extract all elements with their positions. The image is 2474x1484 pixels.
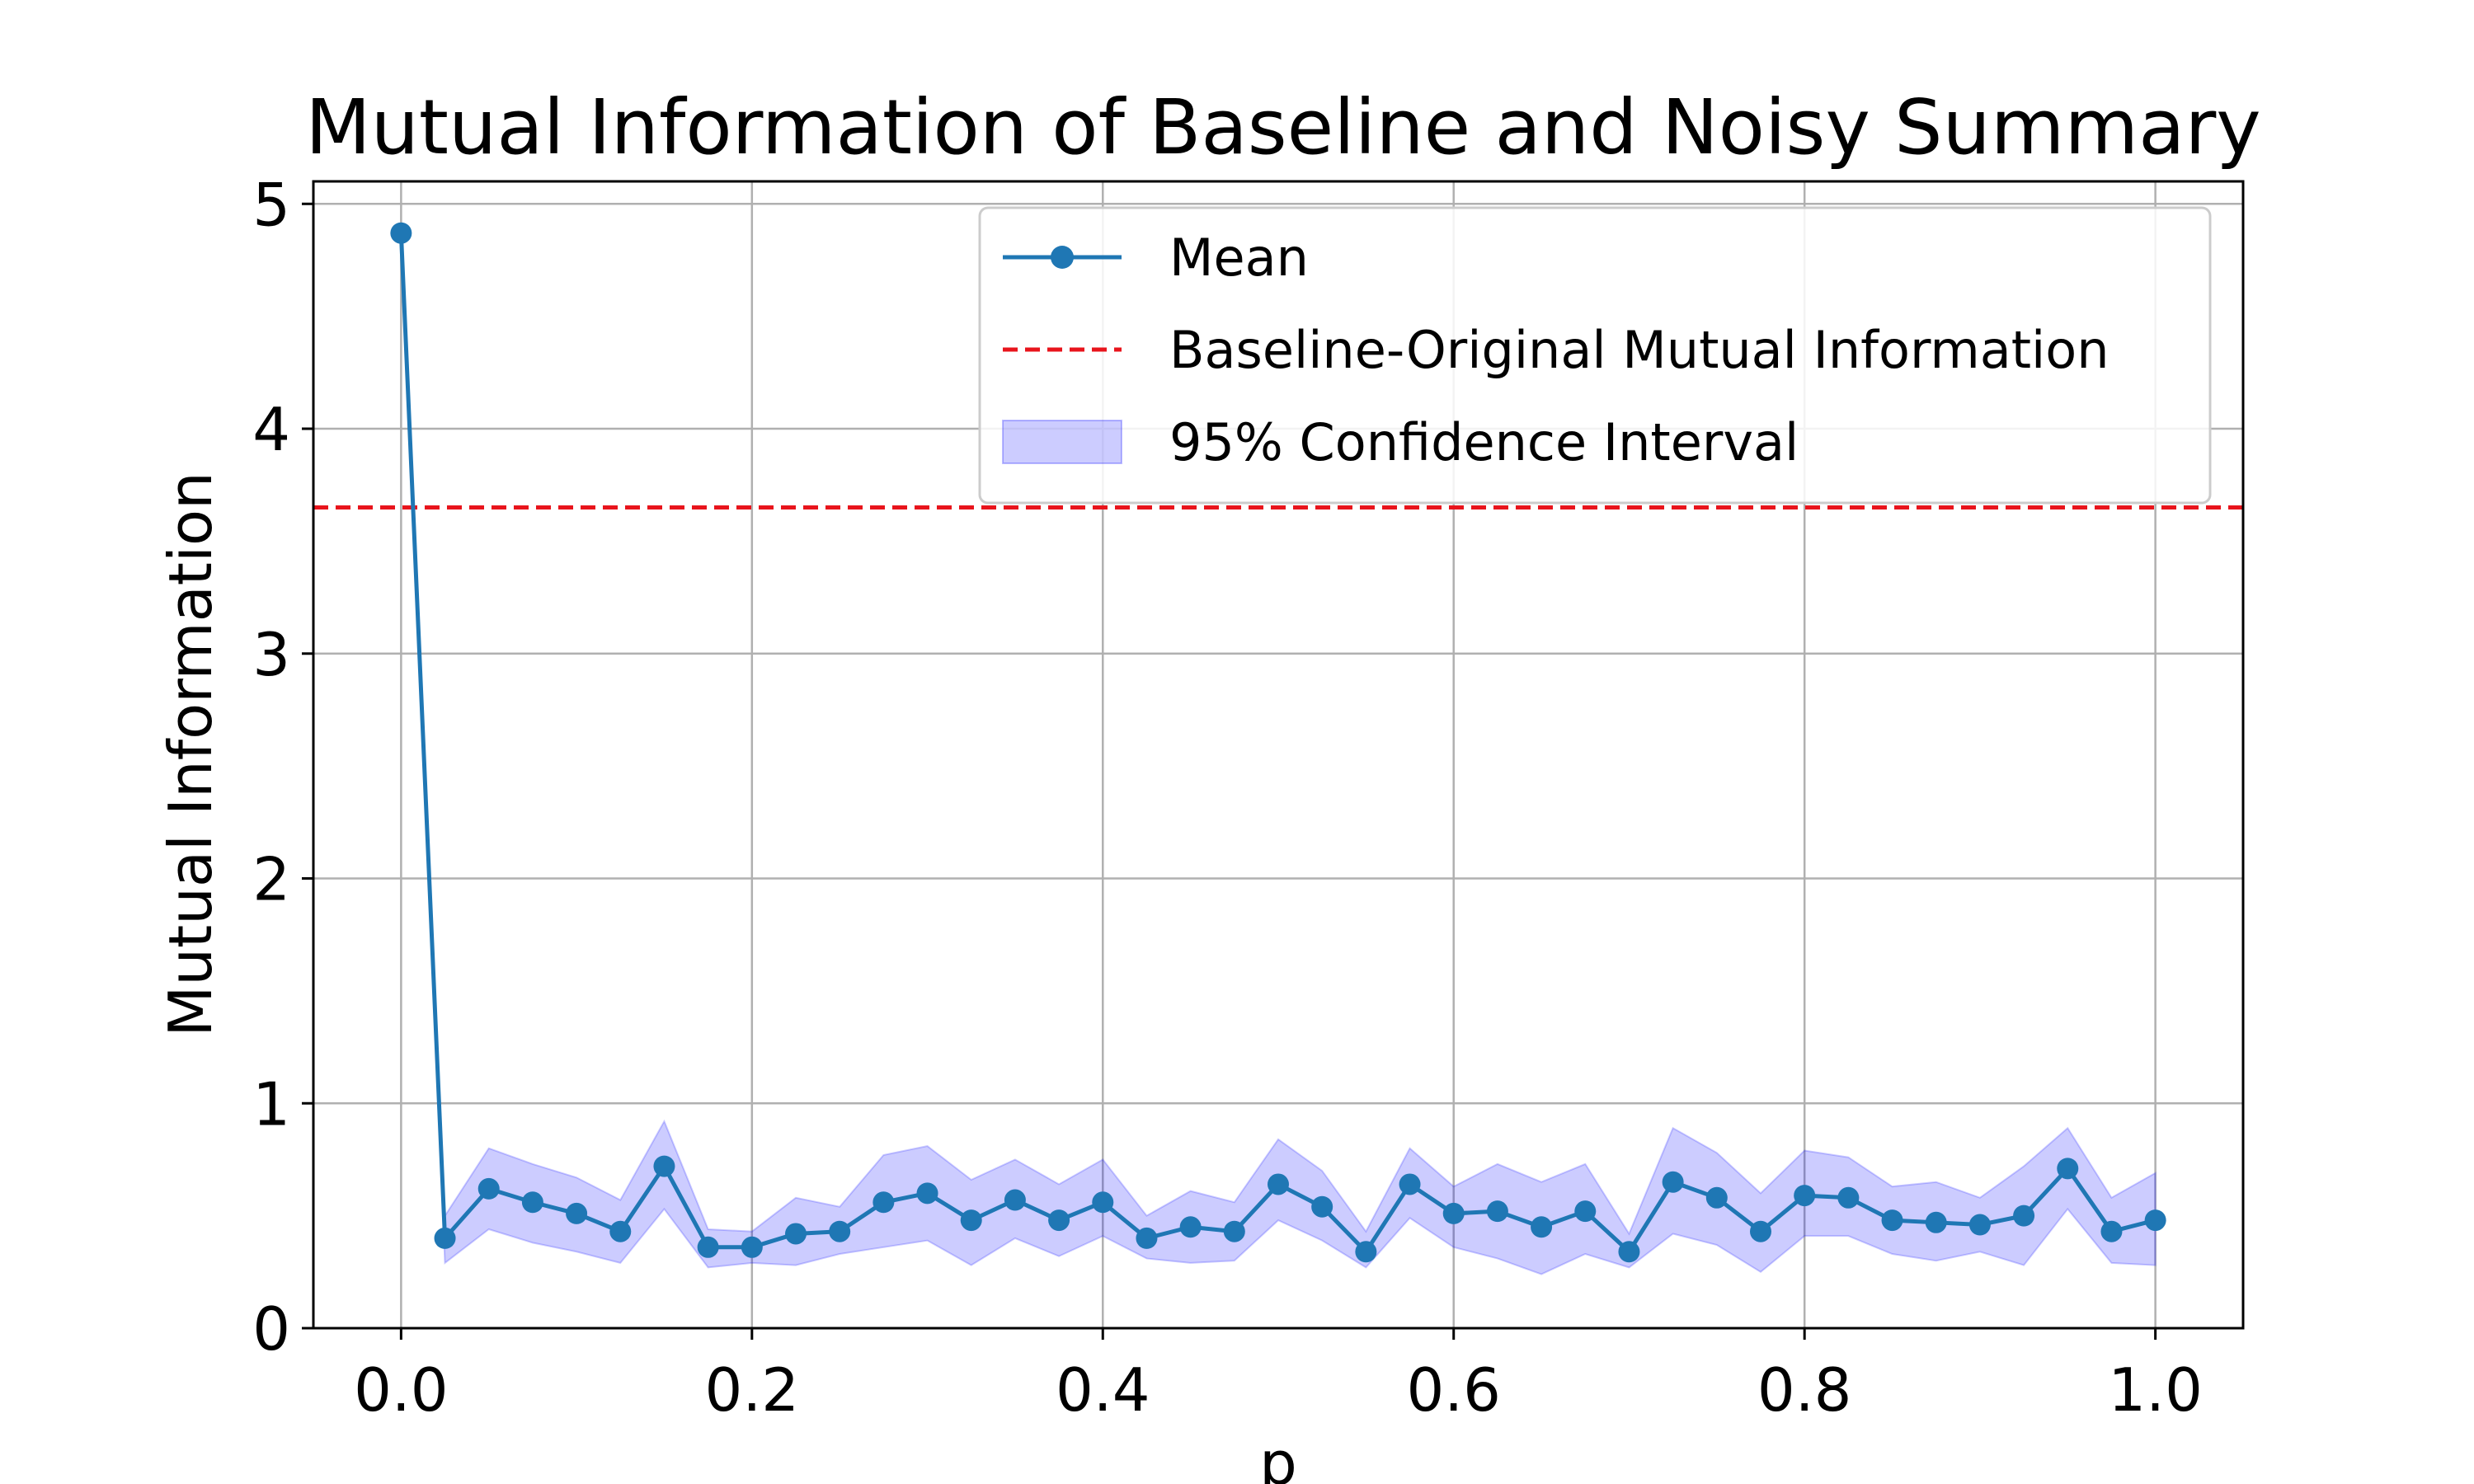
legend-band-swatch [1002,420,1122,464]
mean-data-point [477,1177,500,1200]
mean-data-point [1004,1189,1026,1211]
mean-data-point [1268,1173,1289,1195]
mean-data-point [1925,1211,1947,1233]
x-tick-label: 0.4 [1056,1355,1150,1425]
x-axis-label: p [1259,1429,1297,1484]
mean-data-point [1223,1220,1245,1242]
mean-data-point [1136,1227,1158,1249]
y-tick-label: 1 [252,1069,290,1139]
plot-area-frame [312,180,2245,1330]
mean-data-point [390,222,412,244]
mean-data-point [1662,1171,1684,1193]
mean-data-point [434,1227,456,1249]
mean-data-point [960,1209,982,1232]
legend-label-confidence-interval: 95% Confidence Interval [1169,412,1799,472]
legend-mean-marker-swatch [1051,246,1074,269]
mean-data-point [521,1191,543,1214]
mean-data-point [2057,1158,2079,1180]
x-tick-label: 0.0 [354,1355,449,1425]
y-tick-label: 5 [252,170,290,239]
mean-data-point [1881,1209,1903,1232]
mean-data-point [1092,1191,1114,1214]
mean-data-point [1574,1200,1597,1223]
mean-data-point [1705,1186,1728,1209]
mean-series-markers [390,222,2166,1263]
mean-data-point [1399,1173,1421,1195]
mean-data-point [1968,1214,1991,1236]
y-tick-label: 4 [252,395,290,464]
mean-data-point [2144,1209,2166,1232]
y-tick-label: 0 [252,1294,290,1364]
mean-data-point [785,1223,807,1245]
mean-data-point [1531,1216,1553,1238]
y-tick-label: 3 [252,620,290,689]
mean-data-point [1794,1185,1816,1207]
mean-data-point [609,1220,632,1242]
mean-data-point [1486,1200,1508,1223]
mean-data-point [1618,1241,1640,1263]
legend-label-baseline: Baseline-Original Mutual Information [1169,320,2109,380]
mean-data-point [1442,1202,1465,1224]
chart-title: Mutual Information of Baseline and Noisy… [305,83,2260,171]
mean-data-point [653,1155,675,1177]
mean-data-point [916,1182,938,1205]
y-axis-label: Mutual Information [156,472,225,1036]
mean-data-point [829,1220,851,1242]
mean-data-point [2013,1205,2035,1227]
y-axis-ticks: 0 1 2 3 4 5 [252,170,313,1364]
mean-data-point [1750,1220,1771,1242]
x-axis-ticks: 0.0 0.2 0.4 0.6 0.8 1.0 [354,1328,2203,1425]
legend: Mean Baseline-Original Mutual Informatio… [978,206,2212,505]
x-tick-label: 1.0 [2108,1355,2203,1425]
mean-data-point [2100,1220,2123,1242]
mean-data-point [1837,1186,1860,1209]
mean-data-point [872,1191,895,1214]
x-tick-label: 0.6 [1406,1355,1501,1425]
mean-data-point [741,1236,763,1258]
mean-data-point [1048,1209,1070,1232]
mean-data-point [697,1236,719,1258]
legend-box [978,206,2212,505]
x-tick-label: 0.8 [1757,1355,1852,1425]
legend-label-mean: Mean [1169,228,1309,288]
x-tick-label: 0.2 [705,1355,800,1425]
mean-data-point [1179,1216,1202,1238]
mean-data-point [566,1202,588,1224]
mean-data-point [1311,1195,1333,1218]
y-tick-label: 2 [252,845,290,914]
mean-data-point [1355,1241,1377,1263]
